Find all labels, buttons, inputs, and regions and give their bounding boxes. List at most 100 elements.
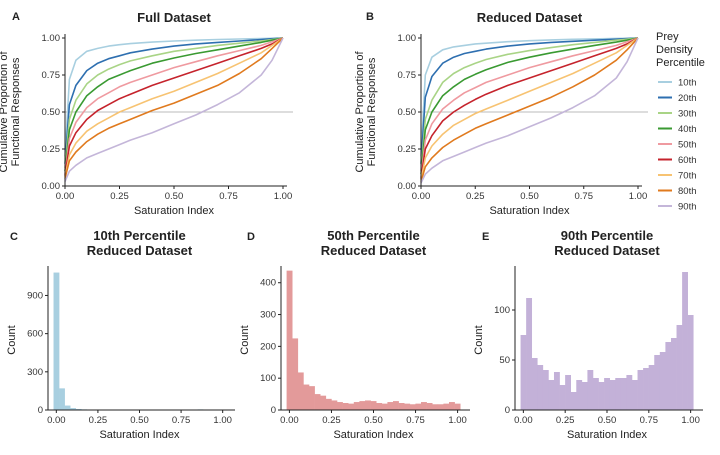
- y-tick-label: 50: [499, 355, 510, 366]
- series-line-70th: [64, 37, 284, 178]
- series-line-70th: [420, 37, 639, 181]
- y-tick-label: 900: [27, 290, 43, 301]
- x-tick-label: 0.75: [219, 191, 238, 202]
- legend-title-line-2: Density: [656, 44, 693, 56]
- histogram-bar: [682, 272, 688, 410]
- x-tick-label: 0.00: [47, 415, 66, 426]
- histogram-bar: [376, 403, 383, 410]
- x-tick-label: 0.25: [110, 191, 129, 202]
- histogram-bar: [443, 403, 450, 410]
- series-line-20th: [64, 37, 284, 164]
- histogram-bar: [398, 403, 405, 410]
- histogram-bar: [75, 408, 82, 410]
- histogram-bar: [648, 365, 655, 410]
- series-line-80th: [420, 37, 639, 182]
- histogram-bar: [359, 401, 366, 410]
- legend-label-20th: 20th: [678, 93, 697, 104]
- legend-label-10th: 10th: [678, 78, 697, 89]
- x-axis-label: Saturation Index: [567, 429, 648, 441]
- panel-label-a: A: [12, 11, 20, 23]
- histogram-bar: [365, 400, 371, 410]
- histogram-bar: [531, 358, 538, 410]
- x-tick-label: 0.50: [520, 191, 539, 202]
- x-tick-label: 0.25: [556, 415, 575, 426]
- panel-label-c: C: [10, 231, 18, 243]
- histogram-bar: [325, 398, 332, 410]
- y-axis-label-line-1: Cumulative Proportion of: [354, 51, 366, 173]
- x-tick-label: 0.25: [322, 415, 341, 426]
- x-tick-label: 0.25: [466, 191, 485, 202]
- y-axis-label: Count: [473, 325, 485, 354]
- legend-label-60th: 60th: [678, 155, 697, 166]
- y-axis-label-line-2: Functional Responses: [366, 57, 378, 166]
- x-tick-label: 0.75: [406, 415, 425, 426]
- y-axis-label-line-1: Cumulative Proportion of: [0, 51, 10, 173]
- histogram-bar: [587, 370, 594, 410]
- y-tick-label: 0.75: [398, 70, 417, 81]
- histogram-bar: [387, 402, 394, 410]
- series-line-20th: [420, 37, 639, 164]
- series-line-50th: [64, 37, 284, 175]
- x-tick-label: 1.00: [213, 415, 232, 426]
- x-tick-label: 0.00: [412, 191, 431, 202]
- series-line-90th: [64, 37, 284, 182]
- y-axis-label: Count: [6, 325, 18, 354]
- histogram-bar: [53, 272, 60, 410]
- histogram-bar: [432, 404, 439, 410]
- series-line-40th: [420, 37, 639, 175]
- x-tick-label: 0.50: [165, 191, 184, 202]
- chart-title: Full Dataset: [137, 10, 211, 25]
- y-tick-label: 1.00: [398, 33, 417, 44]
- histogram-bar: [437, 404, 444, 410]
- y-tick-label: 100: [494, 305, 510, 316]
- histogram-bar: [370, 401, 377, 410]
- histogram-bar: [570, 392, 577, 410]
- histogram-bar: [620, 378, 627, 410]
- legend-label-90th: 90th: [678, 202, 697, 213]
- histogram-bar: [454, 403, 461, 410]
- histogram-bar: [353, 402, 360, 410]
- histogram-bar: [520, 335, 527, 410]
- y-tick-label: 0: [505, 405, 510, 416]
- y-tick-label: 0.00: [42, 181, 61, 192]
- y-tick-label: 0.25: [398, 144, 417, 155]
- x-tick-label: 0.50: [598, 415, 617, 426]
- histogram-bar: [342, 403, 349, 410]
- x-tick-label: 0.00: [280, 415, 299, 426]
- histogram-bar: [421, 402, 427, 410]
- y-tick-label: 1.00: [42, 33, 61, 44]
- histogram-bar: [286, 270, 293, 410]
- histogram-bar: [542, 370, 549, 410]
- histogram-bar: [643, 368, 649, 410]
- y-axis-label-line-2: Functional Responses: [10, 57, 22, 166]
- series-line-50th: [420, 37, 639, 178]
- histogram-bar: [292, 338, 299, 410]
- x-tick-label: 1.00: [448, 415, 467, 426]
- y-tick-label: 0.75: [42, 70, 61, 81]
- chart-title-line-1: 90th Percentile: [561, 228, 654, 243]
- y-tick-label: 100: [260, 373, 276, 384]
- histogram-bar: [687, 315, 694, 410]
- chart-title-line-2: Reduced Dataset: [87, 243, 193, 258]
- y-tick-label: 0.50: [398, 107, 417, 118]
- histogram-bar: [598, 382, 605, 410]
- y-tick-label: 200: [260, 341, 276, 352]
- series-line-10th: [420, 37, 639, 157]
- histogram-bar: [526, 298, 533, 410]
- y-tick-label: 600: [27, 329, 43, 340]
- series-line-80th: [64, 37, 284, 179]
- x-tick-label: 1.00: [681, 415, 700, 426]
- histogram-bar: [320, 395, 327, 410]
- histogram-bar: [581, 382, 588, 410]
- chart-title-line-2: Reduced Dataset: [554, 243, 660, 258]
- histogram-bar: [409, 404, 416, 410]
- histogram-bar: [676, 325, 683, 410]
- histogram-bar: [559, 385, 566, 410]
- legend-title-line-1: Prey: [656, 31, 679, 43]
- x-axis-label: Saturation Index: [333, 429, 414, 441]
- histogram-bar: [592, 378, 599, 410]
- chart-title-line-2: Reduced Dataset: [321, 243, 427, 258]
- legend-label-70th: 70th: [678, 171, 697, 182]
